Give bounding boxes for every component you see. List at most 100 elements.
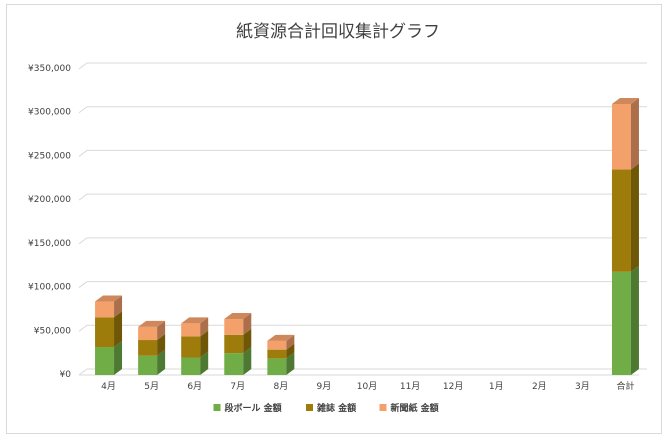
bar-segment (138, 349, 166, 375)
bar (267, 349, 287, 359)
y-tick-label: ¥250,000 (28, 151, 71, 161)
y-tick-label: ¥100,000 (28, 283, 71, 293)
bar (611, 169, 631, 272)
x-tick-label: 5月 (144, 381, 159, 392)
bar-segment (95, 311, 123, 348)
x-tick-label: 7月 (230, 381, 245, 392)
gridline-depth (78, 368, 88, 376)
gridline-depth (78, 62, 88, 70)
x-tick-label: 3月 (575, 381, 590, 392)
legend-swatch (306, 404, 313, 411)
y-tick-label: ¥300,000 (28, 108, 71, 118)
bar (138, 340, 158, 356)
gridline-depth (78, 106, 88, 114)
bar-segment (181, 317, 209, 337)
bar-side (114, 341, 123, 375)
bar-segment (138, 320, 166, 341)
bar-side (200, 351, 209, 375)
legend-item: 雑誌 金額 (306, 402, 356, 414)
bar-side (286, 352, 295, 375)
bar-segment (611, 265, 639, 375)
legend-label: 新聞紙 金額 (391, 402, 439, 414)
bar-segment (267, 343, 295, 359)
bar-segment (267, 352, 295, 375)
x-tick-label: 1月 (489, 381, 504, 392)
bar (181, 336, 201, 358)
bar-side (157, 320, 166, 341)
bar-side (114, 295, 123, 318)
bar (224, 353, 244, 375)
bar-segment (224, 328, 252, 354)
x-tick-label: 10月 (357, 381, 377, 392)
chart-area: 紙資源合計回収集計グラフ ¥0 ¥50,000 ¥100,000 ¥150,000 ¥2… (6, 4, 662, 434)
gridlines (78, 62, 647, 376)
legend-swatch (213, 404, 221, 411)
bar (138, 355, 158, 375)
bar-segment (224, 313, 252, 335)
legend-item: 新聞紙 金額 (379, 402, 439, 414)
bar-side (630, 163, 639, 272)
bar-stack (138, 320, 166, 375)
x-tick-label: 4月 (101, 381, 116, 392)
legend-label: 雑誌 金額 (316, 402, 356, 414)
bar (224, 334, 244, 354)
chart-title: 紙資源合計回収集計グラフ (236, 22, 440, 42)
bar-segment (138, 334, 166, 356)
bar-stack (267, 334, 295, 375)
bar-segment (267, 334, 295, 350)
x-tick-label: 9月 (317, 381, 332, 392)
y-axis-tick-labels: ¥0 ¥50,000 ¥100,000 ¥150,000 ¥200,000 ¥250,00… (28, 64, 71, 380)
chart-canvas: 紙資源合計回収集計グラフ ¥0 ¥50,000 ¥100,000 ¥150,000 ¥2… (28, 22, 647, 414)
bar-segment (95, 341, 123, 375)
bar-side (630, 97, 639, 170)
gridline-depth (78, 324, 88, 332)
bar-top (611, 97, 639, 104)
bar (95, 347, 115, 375)
bar-stack (181, 317, 209, 375)
bar-top (267, 334, 295, 341)
bar-side (286, 343, 295, 359)
bar-top (224, 313, 252, 320)
x-tick-label: 6月 (187, 381, 202, 392)
bar-segment (611, 97, 639, 170)
x-tick-label: 12月 (443, 381, 463, 392)
bar-side (200, 317, 209, 337)
bar (267, 340, 287, 350)
bar-stack (95, 295, 123, 375)
bar (138, 326, 158, 341)
y-tick-label: ¥150,000 (28, 239, 71, 249)
bar (181, 357, 201, 375)
bar-top (95, 295, 123, 302)
bar-segment (181, 330, 209, 358)
gridline-depth (78, 281, 88, 288)
bar (181, 323, 201, 337)
x-axis-tick-labels: 4月 5月 6月 7月 8月 9月 10月 11月 12月 1月 2月 3月 合計 (101, 380, 634, 392)
x-tick-label: 合計 (616, 380, 634, 392)
bar-segment (611, 163, 639, 272)
bar-segment (224, 347, 252, 375)
bar-side (157, 334, 166, 356)
legend-swatch (379, 404, 387, 411)
bar-top (181, 317, 209, 324)
bar (224, 319, 244, 335)
gridline-depth (78, 193, 88, 201)
bar-stack (611, 97, 639, 375)
legend-label: 段ボール 金額 (225, 402, 282, 414)
bar-side (630, 265, 639, 375)
legend: 段ボール 金額 雑誌 金額 新聞紙 金額 (213, 402, 439, 414)
bar-top (138, 320, 166, 327)
bar-stack (224, 313, 252, 375)
y-tick-label: ¥50,000 (34, 326, 71, 336)
bar-side (243, 347, 252, 375)
bar-segment (95, 295, 123, 318)
bar-side (286, 334, 295, 350)
x-tick-label: 2月 (532, 381, 547, 392)
x-tick-label: 8月 (273, 381, 288, 392)
bar-side (157, 349, 166, 375)
gridline-depth (78, 150, 88, 157)
y-tick-label: ¥0 (60, 370, 72, 380)
bar (95, 317, 115, 348)
bar (267, 358, 287, 375)
gridline-depth (78, 237, 88, 245)
bar-side (200, 330, 209, 358)
